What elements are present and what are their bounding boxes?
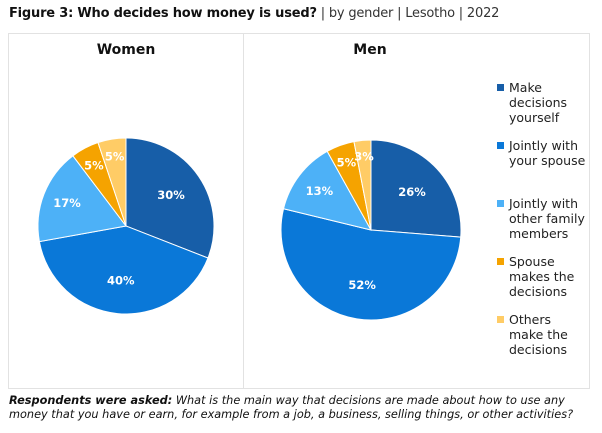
women-slice-4 [97, 137, 127, 227]
legend-item-spouse-decides: Spouse makes the decisions [497, 254, 575, 299]
women-slice-1 [38, 225, 209, 315]
legend-item-family: Jointly with other family members [497, 196, 589, 241]
title-main: Figure 3: Who decides how money is used? [9, 6, 317, 21]
legend-label: Jointly with your spouse [509, 138, 586, 168]
women-slice-0 [125, 137, 215, 259]
women-slice-label: 17% [53, 196, 81, 210]
women-slice-2 [37, 155, 127, 243]
men-slice-label: 3% [354, 150, 374, 164]
legend-swatch [497, 200, 504, 207]
note-text: What is the main way that decisions are … [9, 394, 574, 421]
men-slice-4 [353, 139, 372, 231]
men-slice-0 [370, 139, 462, 238]
survey-question-note: Respondents were asked: What is the main… [9, 394, 599, 422]
women-slice-label: 5% [105, 150, 125, 164]
chart-frame [8, 33, 590, 389]
legend-swatch [497, 142, 504, 149]
men-slice-label: 52% [348, 278, 376, 292]
women-slice-label: 30% [157, 188, 185, 202]
men-pie-title: Men [353, 42, 387, 58]
title-sub: | by gender | Lesotho | 2022 [316, 6, 500, 21]
legend-label: Others make the decisions [509, 312, 568, 357]
men-slice-2 [282, 150, 372, 231]
men-slice-1 [280, 208, 462, 321]
legend-item-yourself: Make decisions yourself [497, 80, 569, 125]
women-pie-title: Women [96, 42, 156, 58]
legend-item-others: Others make the decisions [497, 312, 575, 357]
legend-label: Make decisions yourself [509, 80, 568, 125]
men-slice-label: 13% [306, 184, 334, 198]
women-slice-label: 5% [84, 158, 104, 172]
panel-divider [243, 33, 244, 389]
legend-item-spouse-joint: Jointly with your spouse [497, 138, 589, 168]
legend-label: Spouse makes the decisions [509, 254, 575, 299]
figure-title: Figure 3: Who decides how money is used?… [9, 6, 499, 21]
women-slice-label: 40% [107, 273, 135, 287]
men-slice-label: 26% [398, 185, 426, 199]
legend-swatch [497, 316, 504, 323]
legend-swatch [497, 258, 504, 265]
note-label: Respondents were asked: [9, 394, 173, 407]
legend-label: Jointly with other family members [509, 196, 585, 241]
legend-swatch [497, 84, 504, 91]
men-slice-label: 5% [337, 155, 357, 169]
